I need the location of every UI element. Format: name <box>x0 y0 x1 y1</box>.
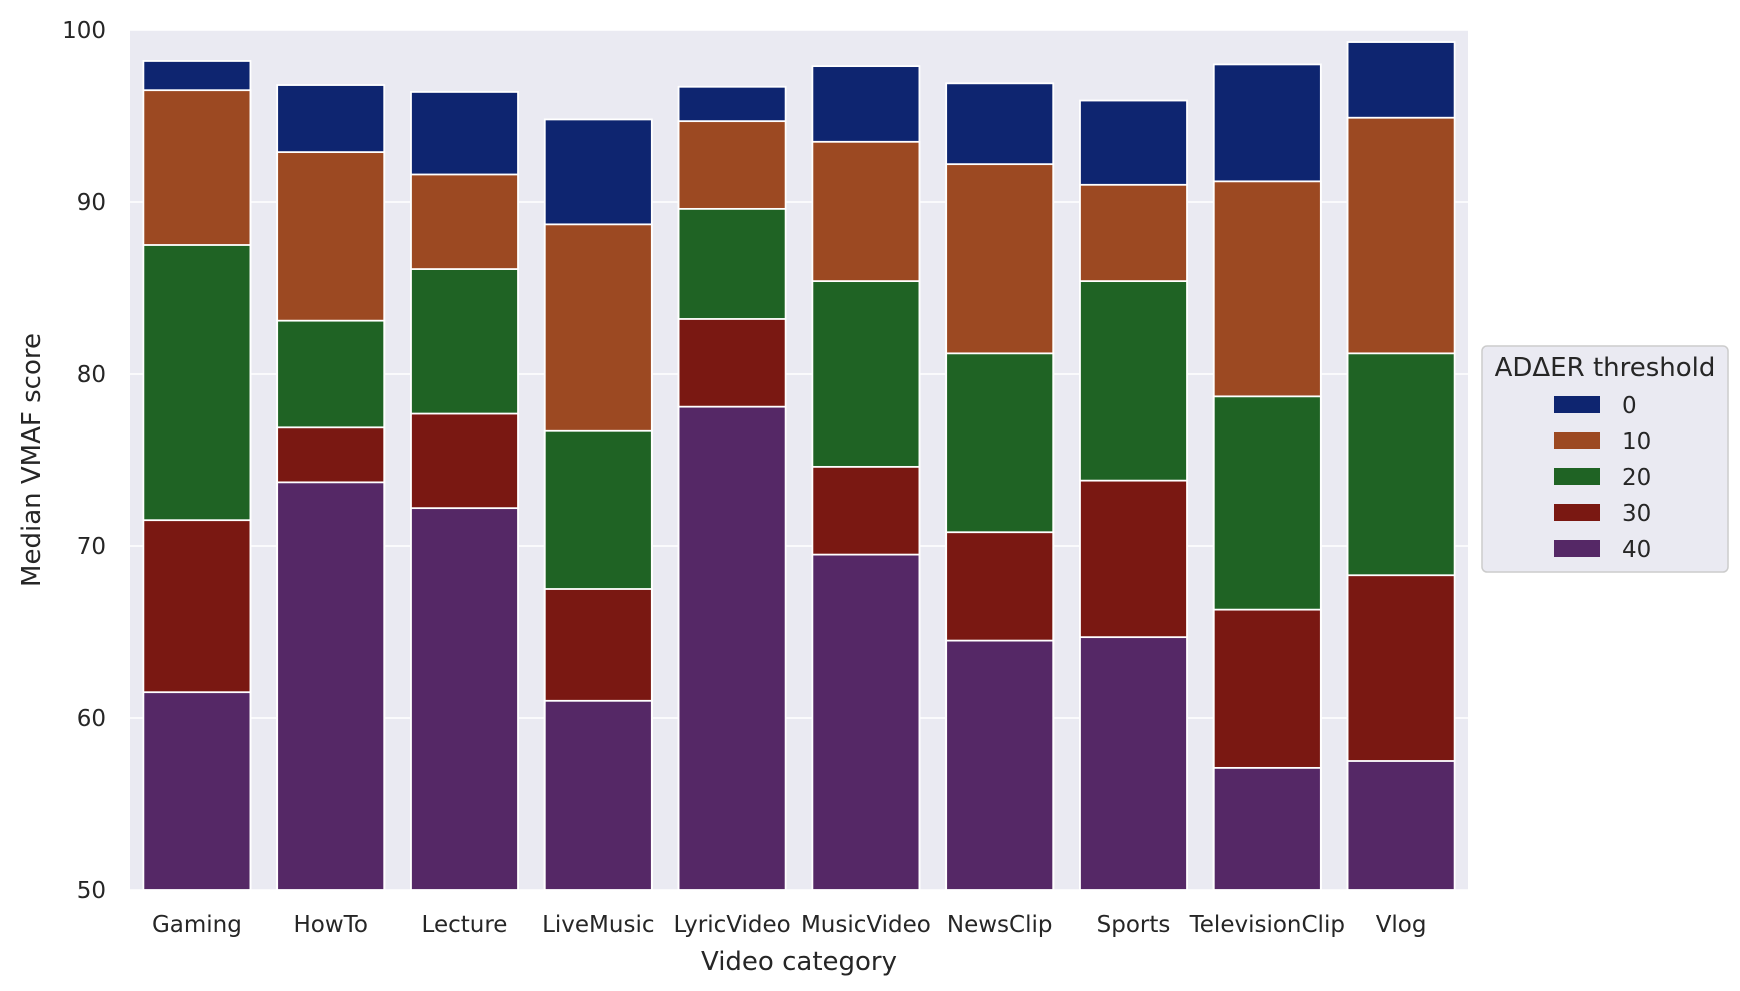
bars <box>142 41 1456 891</box>
bar-LiveMusic-threshold-40 <box>543 699 653 891</box>
legend-box <box>1481 345 1729 573</box>
x-tick-label: Sports <box>1097 912 1171 938</box>
x-tick-label: LyricVideo <box>673 912 790 938</box>
bar-Sports-threshold-40 <box>1079 636 1188 891</box>
bar-Gaming-threshold-40 <box>142 691 252 891</box>
bar-NewsClip-threshold-40 <box>945 639 1055 891</box>
x-tick-label: Lecture <box>422 912 508 938</box>
x-tick-label: Gaming <box>152 912 242 938</box>
legend-label-30: 30 <box>1622 501 1651 527</box>
y-tick-labels: 50 60 70 80 90 100 <box>62 18 106 904</box>
bar-MusicVideo-threshold-40 <box>811 553 921 891</box>
y-tick-label: 60 <box>77 706 106 732</box>
x-tick-label: NewsClip <box>947 912 1053 938</box>
bar-HowTo-threshold-40 <box>276 481 386 891</box>
legend-label-20: 20 <box>1622 465 1651 491</box>
bar-LyricVideo-threshold-40 <box>677 405 787 891</box>
legend: ADΔER threshold 0 10 20 30 40 <box>1481 345 1729 573</box>
bar-Vlog-threshold-40 <box>1346 760 1456 891</box>
y-axis-title: Median VMAF score <box>17 333 47 587</box>
x-tick-label: LiveMusic <box>542 912 654 938</box>
y-tick-label: 50 <box>77 878 106 904</box>
legend-swatch-20 <box>1554 468 1600 485</box>
legend-swatch-0 <box>1554 396 1600 413</box>
y-tick-label: 100 <box>62 18 106 44</box>
legend-swatch-30 <box>1554 504 1600 521</box>
x-axis-title: Video category <box>701 947 897 977</box>
x-tick-label: Vlog <box>1376 912 1427 938</box>
bar-TelevisionClip-threshold-40 <box>1212 766 1322 891</box>
x-tick-labels: Gaming HowTo Lecture LiveMusic LyricVideo Mus… <box>152 912 1427 938</box>
legend-label-10: 10 <box>1622 429 1651 455</box>
legend-label-0: 0 <box>1622 393 1637 419</box>
y-tick-label: 80 <box>77 362 106 388</box>
x-tick-label: TelevisionClip <box>1189 912 1345 938</box>
legend-label-40: 40 <box>1622 537 1651 563</box>
y-tick-label: 70 <box>77 534 106 560</box>
bar-Lecture-threshold-40 <box>410 507 519 891</box>
x-tick-label: MusicVideo <box>801 912 931 938</box>
x-tick-label: HowTo <box>294 912 368 938</box>
legend-title: ADΔER threshold <box>1495 353 1716 383</box>
y-tick-label: 90 <box>77 190 106 216</box>
legend-swatch-40 <box>1554 540 1600 557</box>
legend-swatch-10 <box>1554 432 1600 449</box>
